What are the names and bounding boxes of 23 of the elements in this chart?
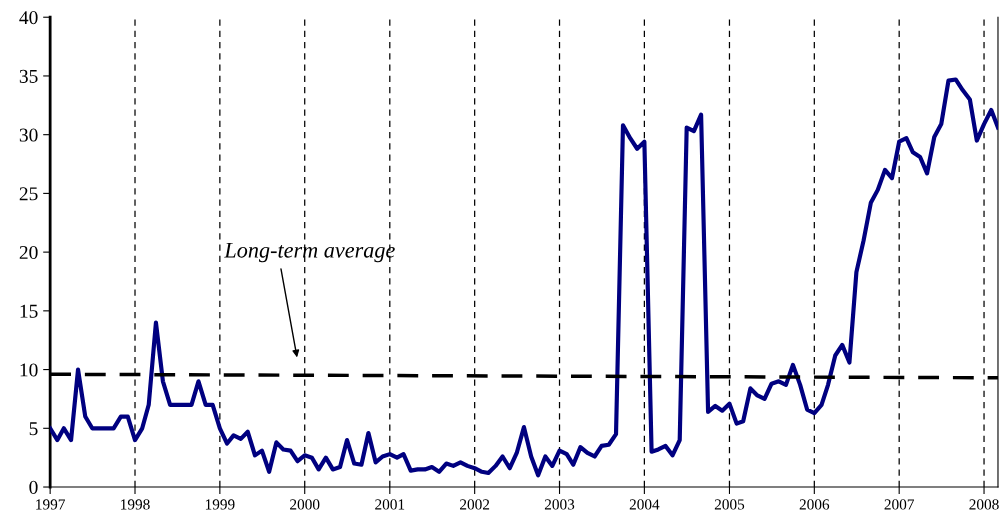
x-tick-label: 2008	[969, 499, 999, 510]
x-tick-label: 2004	[629, 499, 660, 510]
line-series	[50, 77, 998, 478]
y-tick-label: 40	[19, 11, 38, 25]
x-tick-label: 2005	[714, 499, 745, 510]
y-tick-label: 5	[29, 422, 38, 436]
y-tick-label: 20	[19, 245, 38, 260]
x-tick-label: 1997	[36, 499, 65, 510]
x-tick-label: 1998	[121, 499, 150, 510]
annotation: Long-term average	[224, 242, 395, 263]
x-tick-label: 2007	[884, 499, 915, 510]
x-tick-label: 2002	[460, 499, 490, 510]
y-tick-label: 35	[19, 69, 38, 83]
x-tick-label: 2001	[375, 499, 405, 510]
x-tick-label: 2000	[290, 499, 320, 510]
y-tick-label: 25	[19, 187, 38, 201]
x-tick-label: 2006	[799, 499, 830, 510]
y-tick-label: 10	[20, 363, 38, 377]
x-tick-label: 1999	[205, 499, 235, 510]
y-tick-label: 30	[19, 128, 38, 142]
y-tick-label: 0	[29, 480, 38, 494]
x-tick-label: 2003	[544, 499, 575, 510]
y-tick-label: 15	[20, 304, 38, 318]
